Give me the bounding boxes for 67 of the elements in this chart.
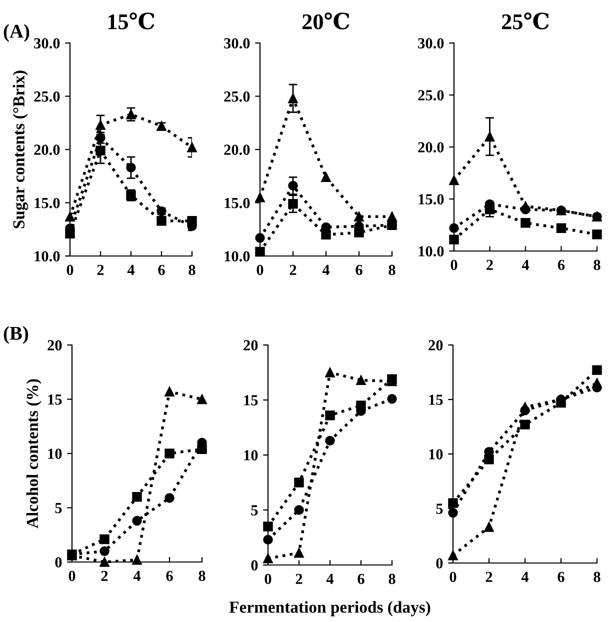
y-tick-label: 10.0 — [224, 251, 250, 262]
y-tick-label: 15.0 — [418, 194, 444, 205]
y-tick-label: 0 — [436, 558, 443, 568]
x-tick-label: 8 — [188, 264, 196, 276]
y-tick-label: 25.0 — [418, 90, 444, 101]
y-tick-label: 5 — [436, 504, 443, 514]
y-tick-label: 20 — [428, 340, 443, 350]
x-tick-label: 6 — [166, 570, 173, 582]
text: (A) — [4, 24, 30, 42]
x-tick-label: 4 — [133, 570, 141, 581]
y-tick-label: 30.0 — [418, 38, 444, 49]
chart-title: 15℃ — [108, 12, 154, 30]
x-tick-label: 4 — [127, 264, 135, 275]
y-tick-label: 10 — [48, 448, 62, 459]
text: (B) — [4, 326, 28, 344]
y-tick-label: 0 — [251, 560, 258, 570]
y-tick-label: 15 — [244, 395, 258, 406]
x-tick-label: 6 — [356, 264, 362, 276]
y-tick-label: 10 — [429, 449, 443, 460]
x-tick-label: 6 — [558, 260, 565, 270]
y-tick-label: 5 — [251, 505, 258, 516]
y-tick-label: 5 — [55, 503, 62, 514]
x-tick-label: 2 — [296, 574, 302, 584]
y-tick-label: 25.0 — [34, 91, 60, 102]
x-tick-label: 2 — [97, 264, 104, 275]
x-tick-label: 4 — [522, 260, 530, 270]
x-tick-label: 6 — [158, 264, 165, 276]
y-tick-label: 15.0 — [224, 198, 250, 208]
y-tick-label: 10.0 — [34, 251, 60, 262]
x-axis-title: Fermentation periods (days) — [229, 601, 430, 616]
x-tick-label: 4 — [322, 264, 330, 275]
y-tick-label: 20.0 — [34, 144, 60, 156]
x-tick-label: 8 — [198, 570, 206, 582]
y-tick-label: 10.0 — [418, 246, 444, 257]
y-tick-label: 20.0 — [418, 142, 444, 153]
x-tick-label: 0 — [68, 570, 76, 582]
chart-title: 20℃ — [302, 12, 350, 30]
y-tick-label: 15.0 — [34, 198, 60, 208]
x-tick-label: 4 — [326, 574, 334, 584]
chart-title: 25℃ — [502, 12, 549, 30]
y-tick-label: 10 — [244, 450, 258, 460]
x-tick-label: 0 — [450, 572, 456, 582]
y-tick-label: 30.0 — [34, 38, 60, 49]
y-axis-title: Sugar contents (°Brix) — [12, 70, 28, 228]
y-tick-label: 15 — [48, 394, 62, 405]
x-tick-label: 8 — [388, 574, 396, 584]
y-axis-title: Alcohol contents (%) — [26, 379, 42, 528]
x-tick-label: 0 — [450, 260, 458, 270]
y-tick-label: 20 — [244, 340, 258, 350]
x-tick-label: 0 — [66, 264, 74, 276]
y-tick-label: 20.0 — [224, 144, 250, 156]
x-tick-label: 0 — [264, 574, 272, 584]
x-tick-label: 2 — [101, 570, 108, 581]
x-tick-label: 8 — [594, 572, 600, 582]
x-tick-label: 6 — [358, 574, 364, 584]
y-tick-label: 30.0 — [224, 38, 250, 49]
y-tick-label: 15 — [429, 394, 443, 405]
y-tick-label: 0 — [55, 557, 62, 568]
x-tick-label: 2 — [290, 264, 296, 275]
y-tick-label: 20 — [48, 340, 62, 350]
x-tick-label: 6 — [558, 572, 564, 582]
x-tick-label: 8 — [388, 264, 396, 276]
x-tick-label: 4 — [521, 572, 529, 582]
x-tick-label: 2 — [486, 260, 493, 270]
x-tick-label: 8 — [594, 260, 600, 270]
y-tick-label: 25.0 — [224, 91, 250, 102]
x-tick-label: 2 — [486, 572, 492, 582]
